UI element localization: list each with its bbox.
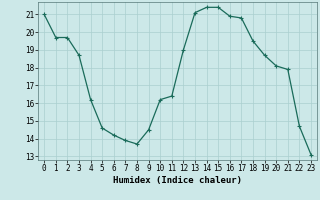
X-axis label: Humidex (Indice chaleur): Humidex (Indice chaleur) [113, 176, 242, 185]
